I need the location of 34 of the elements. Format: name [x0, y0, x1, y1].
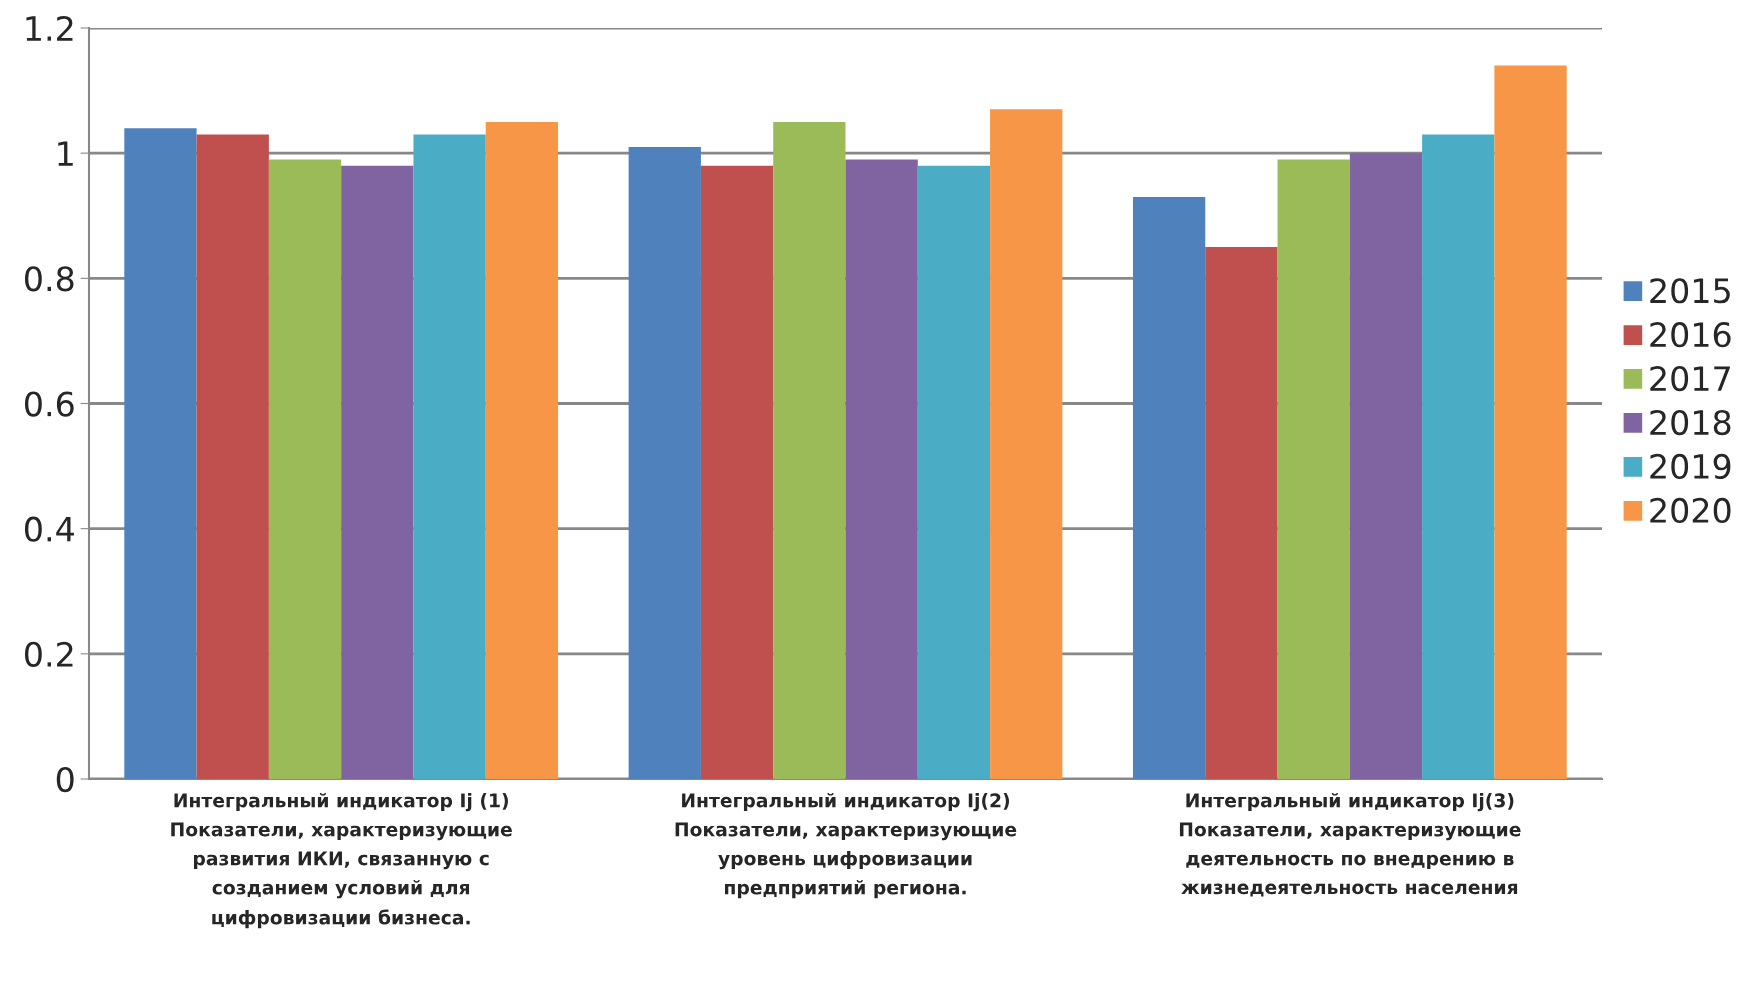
bar [268, 159, 342, 779]
bar [917, 165, 991, 779]
bar [1205, 247, 1278, 779]
bar [124, 128, 197, 779]
y-tick-label: 1.2 [26, 15, 73, 41]
bar [485, 121, 559, 779]
y-tick-label: 0.6 [24, 391, 74, 417]
legend-label: 2019 [1650, 453, 1731, 480]
bar [413, 134, 486, 779]
y-tick-label: 0.2 [24, 641, 73, 667]
legend-label: 2018 [1650, 409, 1731, 436]
legend-label: 2015 [1650, 278, 1730, 304]
y-tick-label: 0.8 [24, 266, 74, 292]
bar [341, 165, 414, 779]
bar [628, 146, 701, 779]
bar [1277, 159, 1350, 779]
y-tick-label: 0.4 [24, 516, 74, 542]
legend-label: 2017 [1650, 365, 1730, 392]
x-tick-label: Интегральный индикатор Ij(3) Показатели, характеризующие деятельность по внедрению в жизнедеятельность населения [1179, 792, 1521, 897]
bar [700, 165, 774, 779]
x-tick-label: Интегральный индикатор Ij (1) Показатели, характеризующие развития ИКИ, связанную с созданием условий для цифровизации бизнеса. [171, 792, 512, 929]
bar [1132, 196, 1206, 779]
x-tick-label: Интегральный индикатор Ij(2) Показатели, характеризующие уровень цифровизации предприятий региона. [675, 792, 1017, 899]
bar [1494, 65, 1567, 779]
y-tick-label: 0 [56, 766, 74, 793]
legend-label: 2020 [1650, 497, 1731, 523]
y-tick-label: 1 [58, 141, 73, 166]
bar [845, 159, 918, 779]
bar [773, 121, 846, 779]
bar [1349, 153, 1423, 779]
bar [1422, 134, 1495, 779]
legend-label: 2016 [1650, 322, 1731, 348]
bar [196, 134, 269, 779]
bar [990, 109, 1063, 779]
